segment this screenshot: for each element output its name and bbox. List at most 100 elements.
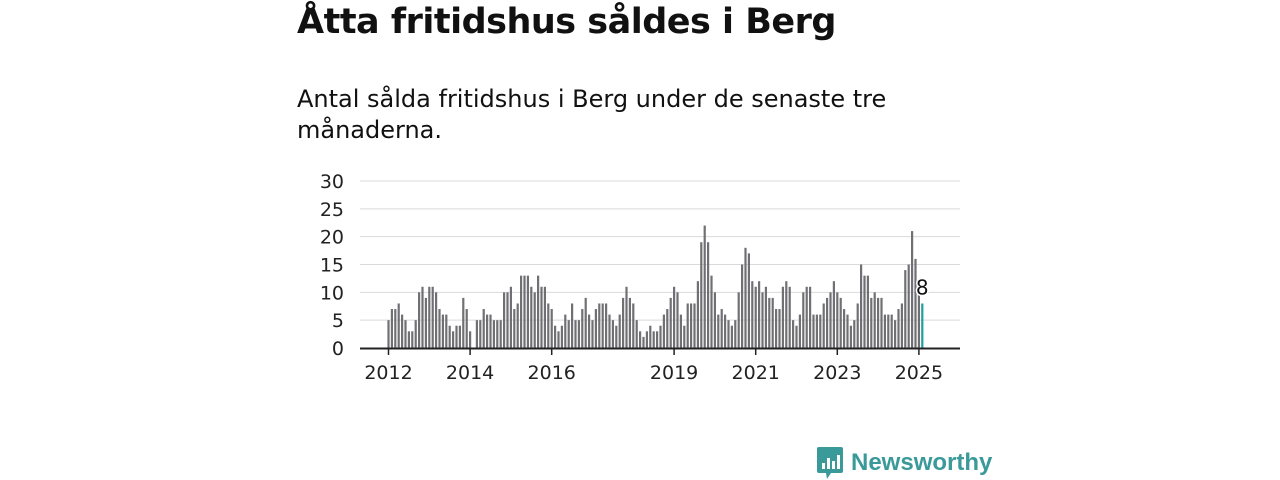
- bar: [907, 264, 910, 348]
- bar: [458, 325, 461, 348]
- bar: [394, 309, 397, 348]
- bar: [911, 231, 914, 348]
- bar: [469, 331, 472, 348]
- bar: [717, 314, 720, 348]
- bar: [883, 314, 886, 348]
- bar: [537, 275, 540, 348]
- bar: [771, 297, 774, 348]
- bar: [853, 320, 856, 348]
- bar: [720, 309, 723, 348]
- bar: [530, 286, 533, 348]
- chart-bubble-icon: [817, 447, 843, 479]
- bar: [452, 331, 455, 348]
- bar: [836, 292, 839, 348]
- bar: [513, 309, 516, 348]
- bar: [615, 325, 618, 348]
- bar: [900, 303, 903, 348]
- bar: [625, 286, 628, 348]
- bar: [696, 281, 699, 348]
- bar: [499, 320, 502, 348]
- bar: [496, 320, 499, 348]
- bar: [741, 264, 744, 348]
- bar: [577, 320, 580, 348]
- bar: [622, 297, 625, 348]
- brand-logo: Newsworthy: [816, 446, 992, 480]
- bar: [846, 314, 849, 348]
- bar: [829, 292, 832, 348]
- bar: [775, 309, 778, 348]
- bar: [492, 320, 495, 348]
- bar: [486, 314, 489, 348]
- bar: [751, 281, 754, 348]
- bar: [778, 309, 781, 348]
- bar: [567, 320, 570, 348]
- bar: [809, 286, 812, 348]
- bar: [873, 292, 876, 348]
- bar: [635, 320, 638, 348]
- bar: [713, 292, 716, 348]
- bar: [914, 258, 917, 348]
- bar: [407, 331, 410, 348]
- bar: [819, 314, 822, 348]
- bar: [700, 242, 703, 348]
- bar: [730, 325, 733, 348]
- brand-name: Newsworthy: [851, 449, 993, 476]
- bar: [798, 314, 801, 348]
- bar: [438, 309, 441, 348]
- bar: [904, 270, 907, 348]
- bar: [693, 303, 696, 348]
- bar: [761, 292, 764, 348]
- bar: [659, 325, 662, 348]
- y-tick-label: 30: [320, 171, 344, 193]
- bar: [390, 309, 393, 348]
- bar: [584, 297, 587, 348]
- bar: [802, 292, 805, 348]
- bar: [414, 320, 417, 348]
- bar: [652, 331, 655, 348]
- bar: [645, 331, 648, 348]
- bar: [707, 242, 710, 348]
- bar: [639, 331, 642, 348]
- bar: [526, 275, 529, 348]
- bar: [421, 286, 424, 348]
- bar: [509, 286, 512, 348]
- chart-title: Åtta fritidshus såldes i Berg: [297, 2, 836, 42]
- y-tick-label: 5: [332, 310, 344, 332]
- bar: [411, 331, 414, 348]
- bar: [632, 303, 635, 348]
- bar: [877, 297, 880, 348]
- bar: [788, 286, 791, 348]
- bar: [768, 297, 771, 348]
- bar: [594, 309, 597, 348]
- bar: [418, 292, 421, 348]
- bar: [581, 309, 584, 348]
- bar: [489, 314, 492, 348]
- bar: [397, 303, 400, 348]
- bar: [843, 309, 846, 348]
- bar: [849, 325, 852, 348]
- x-axis-ticks: 2012 2014 2016 2019 2021 2023 2025: [364, 349, 943, 384]
- bar: [917, 292, 920, 348]
- bar: [795, 325, 798, 348]
- x-tick-label: 2019: [650, 362, 698, 384]
- bar: [628, 297, 631, 348]
- bar: [554, 325, 557, 348]
- y-tick-label: 25: [320, 199, 344, 221]
- bar: [482, 309, 485, 348]
- x-tick-label: 2023: [813, 362, 861, 384]
- x-tick-label: 2012: [364, 362, 412, 384]
- bar: [785, 281, 788, 348]
- y-tick-label: 20: [320, 227, 344, 249]
- bar: [832, 281, 835, 348]
- bar: [516, 303, 519, 348]
- bar: [870, 297, 873, 348]
- bar: [608, 314, 611, 348]
- bar: [591, 320, 594, 348]
- bars: [387, 225, 924, 348]
- y-tick-label: 10: [320, 282, 344, 304]
- bar: [690, 303, 693, 348]
- bar: [758, 281, 761, 348]
- bar: [431, 286, 434, 348]
- bar: [669, 297, 672, 348]
